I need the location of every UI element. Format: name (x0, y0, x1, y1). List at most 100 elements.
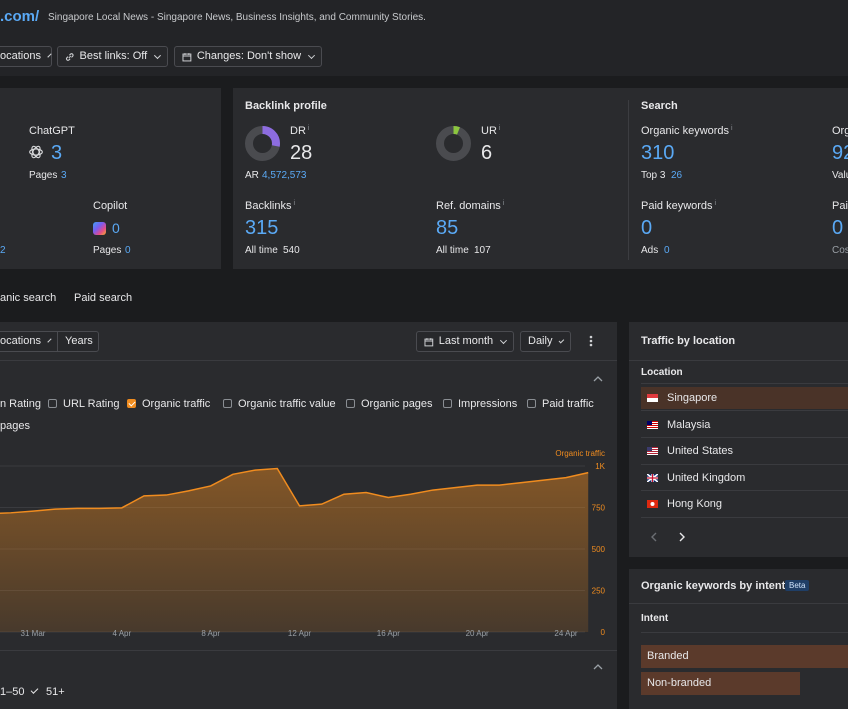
x-tick-label: 8 Apr (201, 629, 220, 638)
ads-label: Ads (641, 245, 659, 256)
period-dropdown[interactable]: Last month (416, 331, 514, 352)
copilot-value[interactable]: 0 (112, 220, 120, 236)
info-icon[interactable]: i (293, 200, 296, 207)
checkbox[interactable] (443, 399, 452, 408)
chatgpt-label: ChatGPT (29, 125, 75, 137)
value-label-cut: Valu (832, 170, 848, 181)
location-row-singapore[interactable]: Singapore (641, 387, 848, 409)
metric-impressions[interactable]: Impressions (443, 398, 517, 410)
location-row-united-kingdom[interactable]: United Kingdom (641, 467, 848, 489)
paid-keywords-value[interactable]: 0 (641, 217, 653, 239)
location-row-united-states[interactable]: United States (641, 440, 848, 462)
paid-keywords-label: Paid keywords i (641, 200, 717, 212)
locations-dropdown[interactable]: ocations (0, 46, 52, 67)
x-tick-label: 12 Apr (288, 629, 311, 638)
beta-badge: Beta (785, 580, 810, 591)
checkbox[interactable] (48, 399, 57, 408)
changes-dropdown[interactable]: Changes: Don't show (174, 46, 322, 67)
ar-value[interactable]: 4,572,573 (262, 170, 307, 181)
ads-value[interactable]: 0 (664, 245, 670, 256)
checkbox-checked[interactable] (127, 399, 136, 408)
keywords-by-intent-panel: Organic keywords by intent Beta Intent B… (629, 569, 848, 709)
metric-organic-pages[interactable]: Organic pages (346, 398, 433, 410)
x-tick-label: 4 Apr (112, 629, 131, 638)
cost-label-cut: Cos (832, 245, 848, 256)
best-links-label: Best links: Off (79, 50, 148, 62)
copilot-label: Copilot (93, 200, 128, 212)
organic-traffic-value-cut[interactable]: 92 (832, 142, 848, 164)
tab-organic-search[interactable]: anic search (0, 292, 57, 304)
tab-paid-search[interactable]: Paid search (74, 292, 133, 304)
chevron-down-icon (47, 337, 52, 343)
previous-page-icon[interactable] (650, 532, 658, 542)
flag-gb-icon (647, 474, 658, 482)
cut-off-value[interactable]: 2 (0, 245, 6, 256)
metric-organic-traffic[interactable]: Organic traffic (127, 398, 210, 410)
link-icon (65, 52, 74, 61)
traffic-by-location-title: Traffic by location (641, 335, 736, 347)
backlinks-value[interactable]: 315 (245, 217, 279, 239)
info-icon[interactable]: i (714, 200, 717, 207)
intent-column-header: Intent (641, 613, 669, 624)
chevron-up-icon[interactable] (593, 375, 603, 382)
chart-locations-dropdown[interactable]: ocations (0, 331, 58, 352)
dr-gauge (245, 126, 280, 161)
search-title: Search (641, 100, 678, 112)
granularity-label: Daily (528, 335, 553, 347)
intent-non-branded[interactable]: Non-branded (647, 677, 712, 689)
domain-link[interactable]: .com/ (0, 8, 40, 25)
chatgpt-value[interactable]: 3 (51, 142, 63, 164)
metric-paid-traffic[interactable]: Paid traffic (527, 398, 594, 410)
intent-branded[interactable]: Branded (647, 650, 689, 662)
years-button[interactable]: Years (57, 331, 99, 352)
location-name: Malaysia (667, 419, 711, 431)
ref-domains-value[interactable]: 85 (436, 217, 459, 239)
info-icon[interactable]: i (502, 200, 505, 207)
chatgpt-pages-label: Pages (29, 170, 58, 181)
chatgpt-pages-value[interactable]: 3 (61, 170, 67, 181)
location-row-malaysia[interactable]: Malaysia (641, 414, 848, 436)
granularity-dropdown[interactable]: Daily (520, 331, 571, 352)
chevron-up-icon[interactable] (593, 663, 603, 670)
best-links-dropdown[interactable]: Best links: Off (57, 46, 168, 67)
position-filter-1-50[interactable]: 1–50 (0, 686, 25, 698)
location-row-hong-kong[interactable]: Hong Kong (641, 493, 848, 515)
copilot-pages-value[interactable]: 0 (125, 245, 131, 256)
intent-share-bar-branded (641, 645, 848, 668)
top3-value[interactable]: 26 (671, 170, 683, 181)
series-line-organic-traffic[interactable] (0, 467, 589, 515)
metric-url-rating[interactable]: URL Rating (48, 398, 119, 410)
metric-pages-cut[interactable]: pages (0, 420, 30, 432)
ref-domains-alltime-label: All time (436, 245, 469, 256)
chevron-down-icon (559, 337, 565, 343)
info-icon[interactable]: i (731, 125, 733, 132)
paid-traffic-value-cut[interactable]: 0 (832, 217, 844, 239)
card-divider (628, 100, 629, 260)
more-options-icon[interactable] (588, 334, 594, 348)
metric-domain-rating[interactable]: n Rating (0, 398, 41, 410)
x-tick-label: 16 Apr (377, 629, 400, 638)
metric-organic-traffic-value[interactable]: Organic traffic value (223, 398, 336, 410)
checkbox[interactable] (346, 399, 355, 408)
checkbox[interactable] (527, 399, 536, 408)
info-icon[interactable]: i (498, 125, 501, 132)
ar-label: AR (245, 170, 259, 181)
overview-card: Backlink profile DR i 28 AR 4,572,573 UR i… (233, 88, 848, 269)
divider (641, 490, 848, 491)
organic-traffic-chart: Organic traffic 0 250 500 750 1K 31 Mar 4 Apr… (0, 449, 606, 638)
ref-domains-label: Ref. domains i (436, 200, 505, 212)
calendar-icon (182, 52, 192, 61)
checkbox[interactable] (223, 399, 232, 408)
y-tick-label: 1K (595, 462, 605, 471)
info-icon[interactable]: i (307, 125, 310, 132)
position-filter-51-plus[interactable]: 51+ (30, 686, 65, 698)
organic-keywords-value[interactable]: 310 (641, 142, 675, 164)
next-page-icon[interactable] (678, 532, 686, 542)
copilot-icon (93, 222, 106, 235)
chart-locations-label: ocations (0, 335, 41, 347)
y-tick-label: 500 (592, 545, 606, 554)
y-tick-label: 750 (592, 504, 606, 513)
chevron-down-icon (47, 52, 52, 58)
locations-label: ocations (0, 50, 41, 62)
ur-gauge (436, 126, 471, 161)
